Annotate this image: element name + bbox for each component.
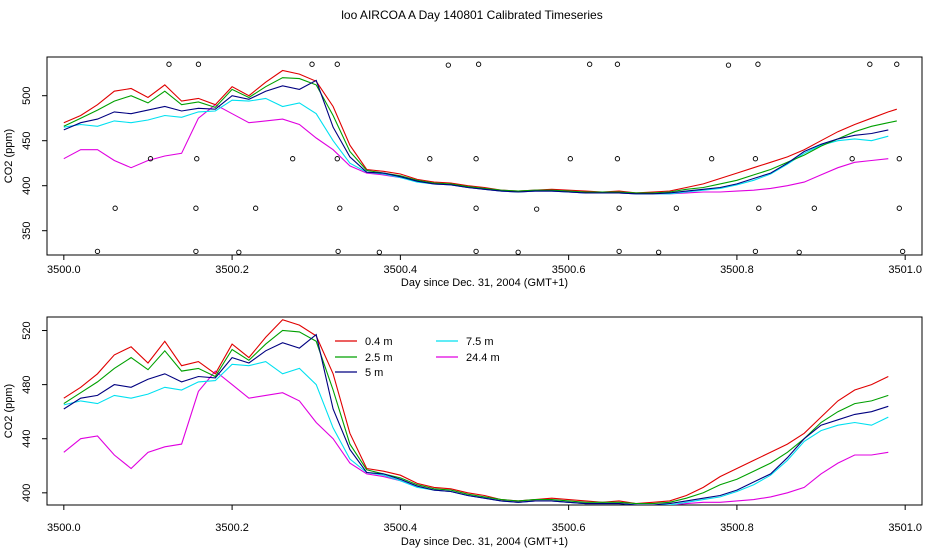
flag-point [473,248,479,255]
flag-point [236,249,242,255]
plot-frame [46,56,923,256]
flag-point [811,205,817,211]
series-line-0-4-m [63,69,897,194]
flag-point [334,61,340,67]
y-axis-label: CO2 (ppm) [3,384,15,438]
series-line-24-4-m [63,370,889,505]
x-tick-label: 3500.8 [720,522,754,534]
legend-label: 0.4 m [365,336,393,348]
flag-point [752,248,759,255]
flag-point [867,61,873,67]
x-tick-label: 3500.4 [384,522,418,534]
x-tick-label: 3500.0 [47,264,81,276]
flag-point [290,156,296,162]
flag-point [756,205,762,211]
legend-label: 24.4 m [466,352,500,364]
flag-point [614,156,621,162]
flag-point [515,249,521,255]
flag-point [796,249,802,255]
y-tick-label: 450 [21,132,33,150]
y-axis-label: CO2 (ppm) [3,129,15,183]
series-line-24-4-m [63,104,889,195]
flag-point [445,62,451,68]
x-axis-label: Day since Dec. 31, 2004 (GMT+1) [401,277,568,289]
y-tick-label: 440 [21,430,33,448]
flag-point [616,205,622,211]
flag-point [309,61,315,67]
flag-point [725,62,732,68]
x-tick-label: 3500.2 [215,264,249,276]
flag-point [567,156,573,162]
flag-point [849,156,855,162]
flag-point [195,61,202,67]
flag-point [752,156,759,162]
flag-point [896,205,902,211]
legend: 0.4 m 2.5 m 5 m 7.5 m 24.4 m [335,336,500,379]
flag-point [673,205,679,211]
flag-point [147,156,154,162]
flag-point [656,249,662,255]
series-line-0-4-m [63,319,889,505]
flag-point [473,205,479,211]
flag-point [614,61,621,67]
y-tick-label: 500 [21,87,33,105]
flag-point [193,248,199,255]
y-tick-label: 400 [21,484,33,502]
flag-point [393,205,399,211]
series-line-5-m [63,79,889,195]
y-tick-label: 400 [21,177,33,195]
flag-point [94,248,101,255]
series-line-2-5-m [63,329,889,505]
x-tick-label: 3500.0 [47,522,81,534]
flag-point [894,61,900,67]
flag-point [899,248,906,255]
y-tick-label: 520 [21,321,33,339]
flag-point [473,156,479,162]
x-tick-label: 3500.6 [552,522,586,534]
flag-point [335,248,341,255]
flag-point [112,205,118,211]
x-axis-label: Day since Dec. 31, 2004 (GMT+1) [401,536,568,548]
figure-title: loo AIRCOA A Day 140801 Calibrated Times… [341,8,602,22]
series-line-7-5-m [63,97,889,195]
x-tick-label: 3500.6 [552,264,586,276]
legend-label: 2.5 m [365,352,393,364]
x-tick-label: 3501.0 [888,522,922,534]
flag-point [337,205,343,211]
series-line-5-m [63,333,889,505]
x-tick-label: 3501.0 [888,264,922,276]
flag-point [616,248,622,255]
flag-point [896,156,902,162]
y-tick-label: 350 [21,222,33,240]
series-group [63,319,889,505]
series-line-2-5-m [63,77,897,194]
flag-point [427,156,433,162]
flag-point [253,205,259,211]
x-tick-label: 3500.4 [384,264,418,276]
series-line-7-5-m [63,361,889,505]
flag-point [334,156,340,162]
flag-point [709,156,715,162]
flag-point [376,249,382,255]
plot-frame [46,316,923,506]
top-panel: 3500.0 3500.2 3500.4 3500.6 3500.8 3501.0 350 4… [3,56,923,289]
legend-label: 7.5 m [466,336,494,348]
series-group [63,69,897,195]
legend-label: 5 m [365,367,383,379]
flag-point [166,61,172,67]
flag-point [193,205,199,211]
x-tick-label: 3500.2 [215,522,249,534]
flag-point [194,156,200,162]
flag-point [755,61,761,67]
flag-point [475,61,482,67]
flag-point [587,61,593,67]
bottom-panel: 3500.0 3500.2 3500.4 3500.6 3500.8 3501.0 400 4… [3,316,923,548]
y-tick-label: 480 [21,375,33,393]
x-tick-label: 3500.8 [720,264,754,276]
flag-point [534,206,540,212]
